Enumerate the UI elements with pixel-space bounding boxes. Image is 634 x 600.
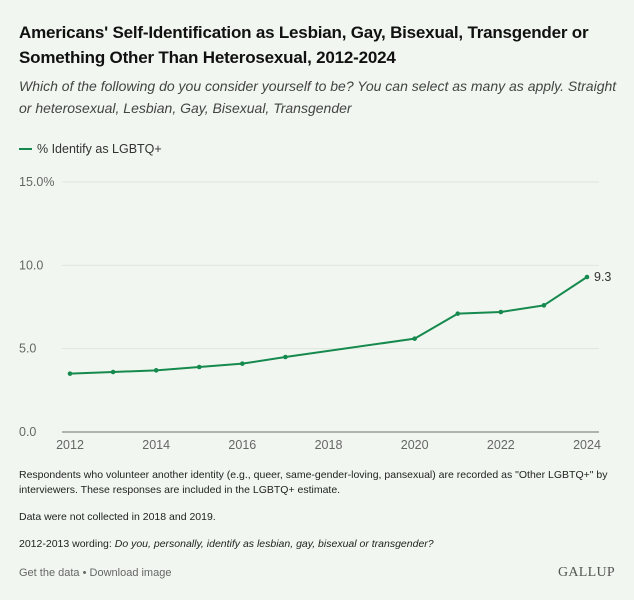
x-axis-ticks: 2012 2014 2016 2018 2020 2022 2024	[56, 438, 601, 450]
data-point	[153, 368, 159, 373]
get-the-data-link[interactable]: Get the data	[19, 567, 80, 579]
x-tick-label: 2016	[228, 438, 256, 450]
x-tick-label: 2018	[315, 438, 343, 450]
download-image-link[interactable]: Download image	[89, 567, 172, 579]
series-layer	[67, 274, 590, 376]
y-axis-ticks: 0.0 5.0 10.0 15.0%	[19, 175, 54, 439]
data-point	[110, 369, 116, 375]
y-tick-label: 5.0	[19, 342, 36, 356]
data-point	[240, 361, 245, 366]
y-tick-label: 15.0%	[19, 175, 54, 189]
gallup-logo: GALLUP	[557, 565, 615, 580]
data-point	[412, 336, 417, 341]
note-wording: 2012-2013 wording: Do you, personally, i…	[19, 537, 619, 552]
legend-label: % Identify as LGBTQ+	[37, 142, 162, 156]
line-chart: 0.0 5.0 10.0 15.0% 2012 2014 2016 2018 2020 2022…	[19, 175, 611, 450]
data-point	[283, 354, 288, 360]
x-tick-label: 2022	[487, 438, 515, 450]
chart-notes: Respondents who volunteer another identi…	[19, 468, 619, 564]
x-tick-label: 2020	[401, 438, 429, 450]
note-missing-years: Data were not collected in 2018 and 2019…	[19, 511, 216, 523]
data-point	[455, 311, 461, 316]
data-point	[196, 364, 202, 370]
footer-separator: •	[79, 567, 90, 579]
x-tick-label: 2014	[142, 438, 170, 450]
legend: % Identify as LGBTQ+	[19, 142, 162, 156]
x-tick-label: 2024	[573, 438, 601, 450]
data-point	[67, 371, 73, 376]
chart-subtitle: Which of the following do you consider y…	[19, 78, 617, 116]
series-line	[69, 276, 588, 375]
x-tick-label: 2012	[56, 438, 84, 450]
chart-title: Americans' Self-Identification as Lesbia…	[19, 23, 589, 67]
y-tick-label: 0.0	[19, 425, 36, 439]
footer-links: Get the data • Download image	[19, 567, 171, 579]
gridlines	[62, 181, 599, 433]
data-point	[541, 303, 547, 308]
note-wording-question: Do you, personally, identify as lesbian,…	[114, 538, 434, 550]
annotations: 9.3	[594, 270, 611, 284]
data-point	[498, 309, 504, 315]
legend-line-swatch	[19, 148, 32, 150]
note-other-identity: Respondents who volunteer another identi…	[19, 469, 608, 496]
data-label: 9.3	[594, 270, 611, 284]
note-wording-prefix: 2012-2013 wording:	[19, 538, 115, 550]
data-point	[584, 274, 590, 280]
y-tick-label: 10.0	[19, 258, 43, 272]
